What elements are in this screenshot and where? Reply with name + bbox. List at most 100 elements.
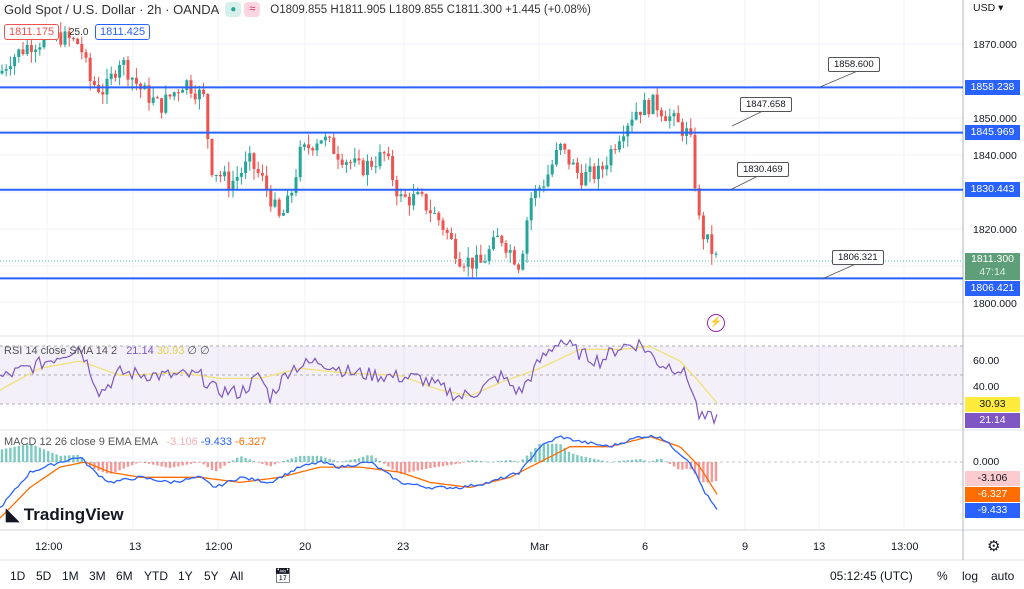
range-6m[interactable]: 6M: [116, 569, 133, 583]
candle-body: [365, 160, 369, 176]
candle-body: [458, 258, 462, 267]
lightning-event-icon[interactable]: ⚡: [707, 314, 725, 332]
candle-body: [206, 94, 210, 140]
log-toggle[interactable]: log: [962, 569, 979, 583]
macd-histogram-bar: [173, 462, 176, 468]
candle-body: [554, 150, 558, 165]
macd-histogram-bar: [500, 460, 503, 462]
tradingview-logo[interactable]: ◣ TradingView: [6, 505, 124, 524]
candle-body: [155, 97, 159, 99]
candle-body: [307, 144, 311, 149]
macd-histogram-bar: [504, 460, 508, 462]
macd-histogram-bar: [236, 457, 239, 462]
range-1m[interactable]: 1M: [62, 569, 79, 583]
sell-button[interactable]: 1811.175: [4, 24, 60, 40]
rsi-tick: 40.00: [973, 381, 1000, 393]
header-row: Gold Spot / U.S. Dollar · 2h · OANDA ● ≈…: [4, 2, 591, 17]
level-callout[interactable]: 1847.658: [740, 97, 792, 112]
macd-histogram-bar: [639, 459, 642, 462]
macd-histogram-bar: [483, 461, 487, 462]
candle-body: [693, 134, 697, 189]
macd-histogram-bar: [412, 462, 415, 472]
candle-body: [714, 253, 718, 255]
macd-histogram-bar: [282, 460, 285, 462]
candle-body: [160, 98, 164, 113]
macd-histogram-bar: [437, 462, 440, 467]
price-tick: 1800.000: [973, 298, 1017, 310]
candle-body: [428, 210, 432, 214]
range-3m[interactable]: 3M: [89, 569, 106, 583]
macd-histogram-bar: [101, 462, 104, 472]
candle-body: [533, 189, 537, 199]
macd-histogram-bar: [299, 455, 302, 462]
macd-histogram-bar: [546, 443, 550, 462]
macd-histogram-bar: [265, 462, 268, 466]
candle-body: [512, 250, 516, 265]
macd-histogram-bar: [248, 459, 251, 462]
logo-mark-icon: ◣: [6, 505, 24, 524]
candle-body: [42, 37, 46, 48]
candle-body: [328, 136, 332, 138]
level-callout[interactable]: 1858.600: [828, 57, 880, 72]
candle-body: [546, 174, 550, 187]
range-5y[interactable]: 5Y: [204, 569, 219, 583]
candle-body: [235, 176, 239, 181]
candle-body: [29, 44, 33, 52]
settings-gear-icon[interactable]: ⚙: [987, 538, 1001, 555]
range-1d[interactable]: 1D: [10, 569, 26, 583]
macd-histogram-bar: [479, 461, 482, 462]
macd-histogram-bar: [353, 458, 356, 462]
callout-connector: [731, 109, 766, 127]
macd-histogram-bar: [521, 459, 524, 462]
macd-histogram-bar: [408, 462, 411, 473]
rsi-sma-tag: 30.93: [965, 397, 1020, 412]
macd-histogram-bar: [651, 460, 655, 462]
symbol-title[interactable]: Gold Spot / U.S. Dollar · 2h · OANDA: [4, 2, 220, 17]
utc-clock[interactable]: 05:12:45 (UTC): [830, 569, 913, 583]
range-1y[interactable]: 1Y: [178, 569, 193, 583]
candle-body: [17, 49, 21, 57]
macd-histogram-bar: [349, 459, 352, 462]
candle-body: [370, 160, 374, 167]
candle-body: [176, 92, 180, 94]
macd-histogram-bar: [534, 447, 537, 462]
candle-body: [466, 257, 470, 267]
macd-histogram-bar: [517, 461, 520, 463]
candle-body: [323, 136, 327, 141]
macd-histogram-bar: [156, 462, 159, 466]
candle-body: [311, 148, 315, 151]
macd-histogram-bar: [324, 457, 327, 462]
time-tick: 20: [299, 541, 312, 553]
range-ytd[interactable]: YTD: [144, 569, 168, 583]
buy-button[interactable]: 1811.425: [95, 24, 151, 40]
rsi-legend[interactable]: RSI 14 close SMA 14 2 21.14 30.93 ∅ ∅: [4, 344, 210, 357]
level-callout[interactable]: 1806.321: [832, 250, 884, 265]
percent-toggle[interactable]: %: [937, 569, 948, 583]
candle-body: [647, 100, 651, 115]
macd-histogram-bar: [471, 460, 474, 462]
macd-histogram-bar: [706, 462, 709, 483]
candle-body: [588, 166, 592, 172]
range-5d[interactable]: 5D: [36, 569, 52, 583]
macd-value: -9.433: [200, 436, 232, 448]
candle-body: [626, 125, 630, 137]
macd-histogram-bar: [446, 462, 449, 466]
candle-body: [697, 188, 701, 216]
time-tick: 12:00: [35, 541, 63, 553]
candle-body: [67, 31, 71, 39]
macd-legend[interactable]: MACD 12 26 close 9 EMA EMA -3.106 -9.433…: [4, 436, 266, 448]
level-callout[interactable]: 1830.469: [737, 162, 789, 177]
auto-toggle[interactable]: auto: [991, 569, 1015, 583]
date-range-calendar-icon[interactable]: 📅︎: [274, 567, 292, 583]
candle-body: [449, 232, 453, 239]
macd-histogram-bar: [614, 461, 617, 462]
macd-histogram-bar: [181, 462, 184, 466]
candle-body: [441, 220, 445, 230]
range-all[interactable]: All: [230, 569, 244, 583]
macd-histogram-bar: [17, 445, 20, 462]
candle-body: [668, 116, 672, 121]
candle-body: [218, 174, 222, 177]
currency-selector[interactable]: USD ▾: [973, 2, 1004, 14]
candle-body: [118, 64, 122, 78]
